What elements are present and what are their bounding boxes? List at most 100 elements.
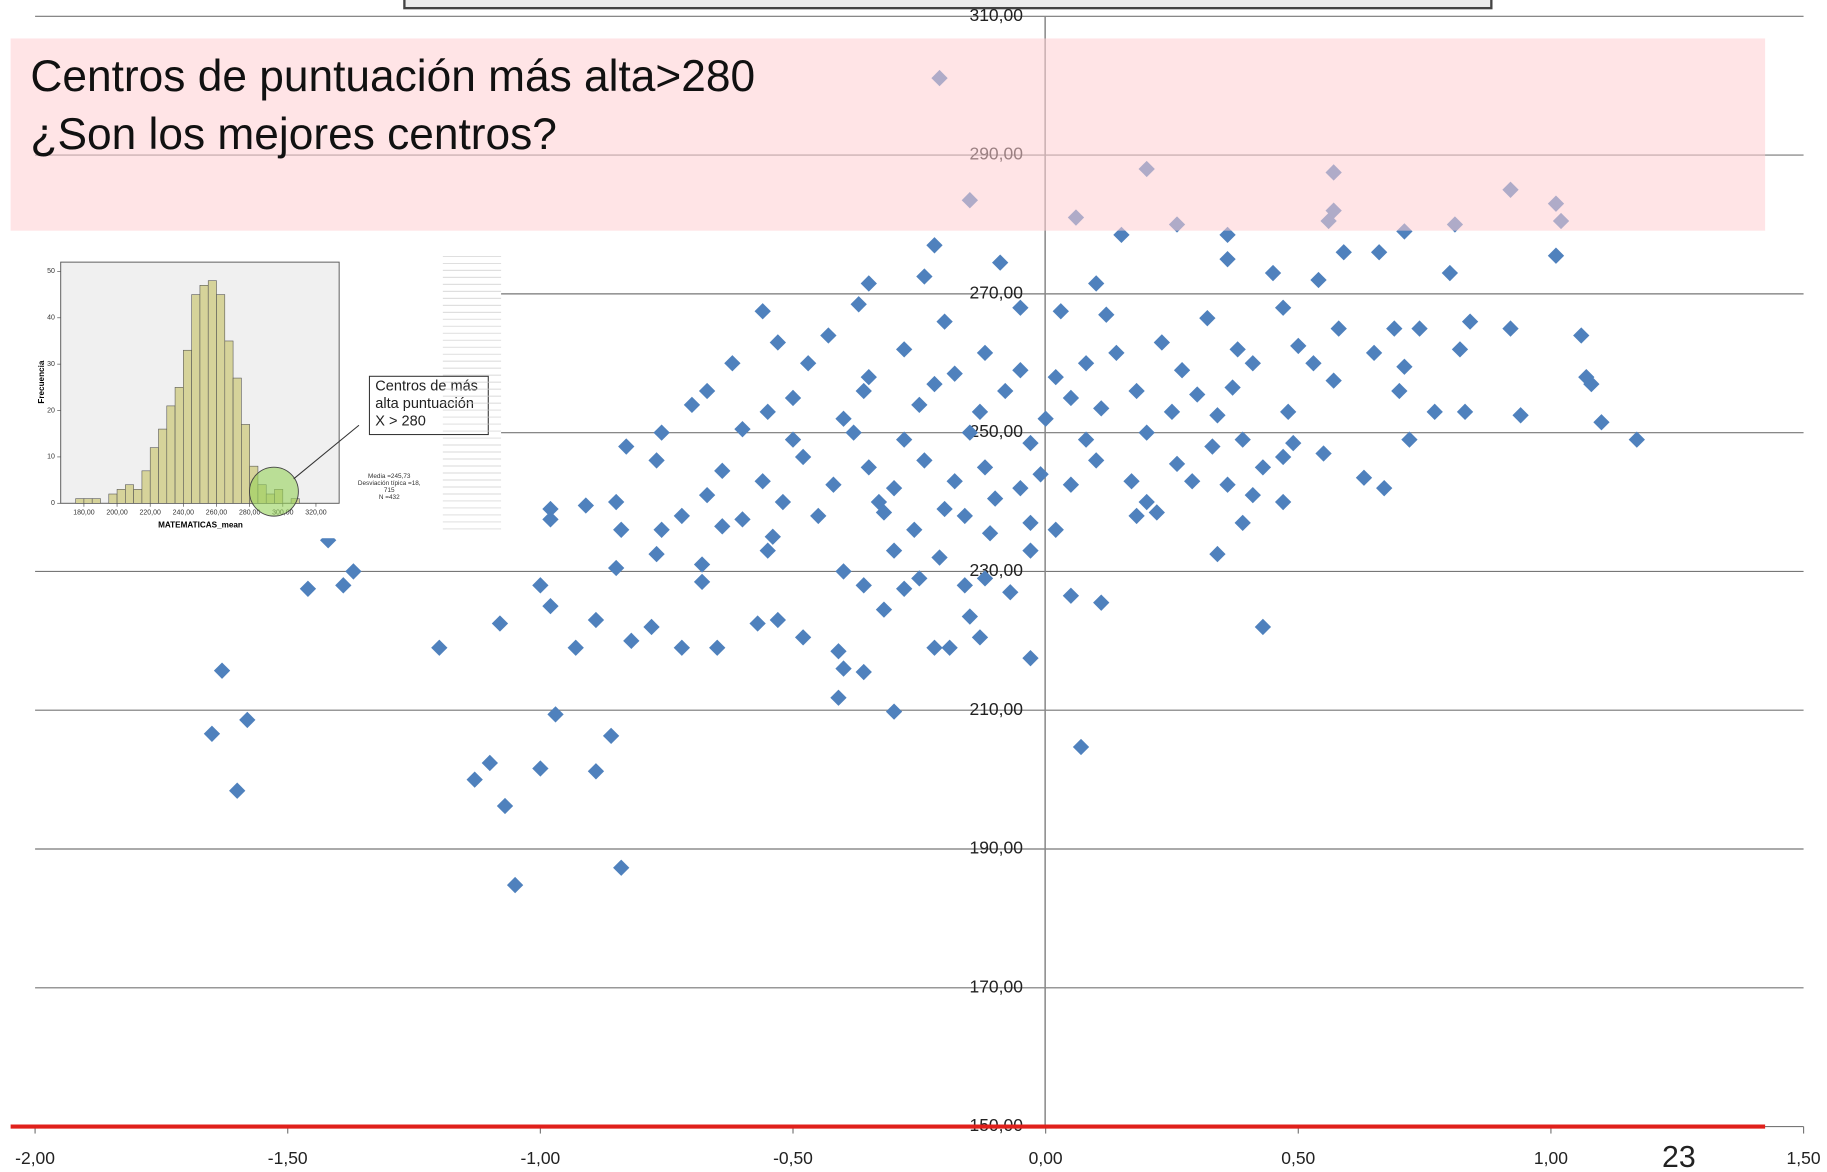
point <box>1456 403 1474 420</box>
point <box>1290 337 1307 355</box>
x-tick-label: 320,00 <box>305 509 326 516</box>
point <box>1224 379 1241 396</box>
point <box>608 493 625 511</box>
bar <box>224 340 234 504</box>
point <box>1219 476 1236 493</box>
highlight-band <box>10 38 1766 231</box>
point <box>1219 226 1236 244</box>
point <box>1189 386 1206 403</box>
y-tick-label: 170,00 <box>969 976 1023 996</box>
x-tick-label: -0,50 <box>773 1148 813 1168</box>
point <box>1012 362 1029 379</box>
point <box>1184 473 1201 490</box>
point <box>1628 431 1645 448</box>
stats-line: 715 <box>384 487 395 494</box>
point <box>926 639 943 656</box>
bar <box>216 294 226 504</box>
point <box>754 303 771 320</box>
point <box>986 490 1004 507</box>
point <box>976 344 994 362</box>
point <box>1274 448 1292 466</box>
x-tick-label: 180,00 <box>73 509 94 516</box>
point <box>1280 403 1297 420</box>
point <box>1426 403 1443 420</box>
bar <box>141 470 151 504</box>
callout-line: X > 280 <box>375 414 426 430</box>
bar <box>108 493 118 504</box>
point <box>1315 445 1332 462</box>
point <box>1022 650 1039 667</box>
point <box>1138 424 1155 441</box>
highlight-circle <box>248 466 299 517</box>
point <box>1219 251 1236 268</box>
point <box>1376 480 1393 497</box>
y-tick-label: 0 <box>51 500 55 507</box>
point <box>956 507 973 525</box>
bar <box>166 405 176 504</box>
y-tick-label: 230,00 <box>969 560 1023 580</box>
point <box>992 254 1009 271</box>
point <box>491 615 509 632</box>
point <box>496 797 514 815</box>
point <box>213 662 231 679</box>
point <box>800 355 817 372</box>
y-tick-label: 50 <box>47 268 55 275</box>
point <box>759 542 776 559</box>
y-tick-label: 250,00 <box>969 421 1023 441</box>
bar <box>125 484 134 504</box>
point <box>896 341 913 358</box>
point <box>1310 271 1327 289</box>
point <box>794 629 812 646</box>
point <box>830 689 847 706</box>
point <box>835 563 852 580</box>
point <box>1512 407 1529 424</box>
point <box>1163 403 1181 420</box>
point <box>860 368 877 386</box>
point <box>299 580 317 597</box>
point <box>855 382 872 400</box>
point <box>825 476 842 493</box>
point <box>1113 226 1130 244</box>
y-tick-label: 30 <box>47 361 55 368</box>
point <box>1401 431 1418 448</box>
point <box>1168 455 1186 473</box>
point <box>542 511 559 528</box>
point <box>1285 434 1302 452</box>
x-tick-label: 200,00 <box>106 509 127 516</box>
x-tick-label: -1,00 <box>520 1148 560 1168</box>
point <box>229 782 246 799</box>
point <box>709 639 726 656</box>
y-tick-label: 310,00 <box>969 5 1023 25</box>
bar <box>83 498 93 504</box>
point <box>481 754 498 772</box>
point <box>911 570 928 587</box>
bar <box>207 280 217 504</box>
point <box>936 313 953 330</box>
point <box>542 597 559 615</box>
point <box>1461 313 1479 330</box>
bar <box>174 387 184 504</box>
point <box>714 518 731 535</box>
point <box>885 480 903 497</box>
point <box>683 396 701 414</box>
point <box>885 703 903 720</box>
point <box>936 500 953 518</box>
point <box>239 711 256 729</box>
point <box>1022 542 1039 559</box>
point <box>1244 355 1261 372</box>
x-tick-label: 1,00 <box>1534 1148 1568 1168</box>
bar <box>183 349 192 504</box>
point <box>1093 400 1110 417</box>
callout-line: alta puntuación <box>375 396 474 412</box>
x-tick-label: -1,50 <box>268 1148 308 1168</box>
point <box>587 611 605 629</box>
point <box>1451 341 1469 358</box>
point <box>1396 358 1413 375</box>
bar <box>199 285 209 504</box>
point <box>1062 587 1080 604</box>
point <box>961 608 979 625</box>
point <box>547 706 564 723</box>
point <box>734 421 751 438</box>
callout-box <box>368 375 489 436</box>
bar <box>149 447 159 504</box>
